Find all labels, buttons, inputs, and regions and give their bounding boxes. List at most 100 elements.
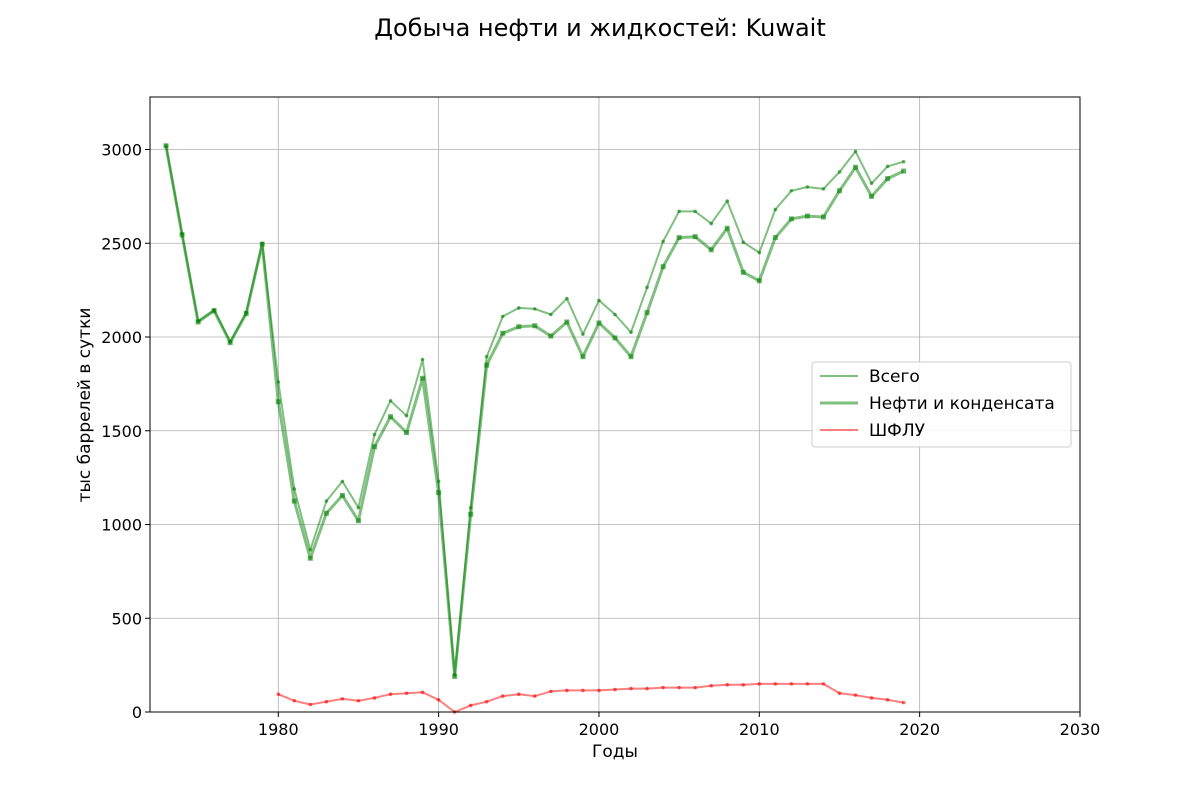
data-point (901, 159, 906, 164)
data-point (484, 362, 490, 368)
data-point (420, 690, 425, 695)
data-point (613, 687, 617, 692)
data-point (692, 234, 698, 240)
data-point (276, 692, 281, 696)
data-point (740, 269, 746, 275)
data-point (725, 199, 730, 203)
data-point (820, 214, 826, 220)
series-line (164, 145, 905, 678)
data-point (741, 240, 746, 245)
data-point (500, 330, 506, 336)
data-point (404, 430, 410, 436)
data-point (308, 702, 313, 707)
data-point (869, 696, 874, 700)
data-point (804, 213, 810, 219)
data-point (708, 247, 714, 253)
data-point (613, 312, 617, 317)
data-point (645, 285, 649, 290)
data-point (548, 333, 554, 339)
data-point (773, 207, 778, 212)
data-point (516, 324, 522, 330)
data-point (549, 312, 553, 317)
data-point (324, 499, 329, 503)
data-point (356, 505, 361, 510)
data-point (660, 264, 666, 270)
data-point (629, 330, 633, 335)
data-point (211, 308, 217, 314)
data-point (885, 164, 890, 169)
data-point (436, 490, 442, 496)
data-point (565, 296, 569, 301)
data-point (661, 685, 665, 690)
y-tick-label: 1000 (101, 516, 142, 535)
data-point (404, 413, 409, 418)
x-tick-label: 2030 (1060, 720, 1101, 739)
data-point (484, 699, 489, 704)
data-point (388, 398, 393, 403)
data-point (356, 698, 361, 703)
data-point (853, 149, 858, 154)
data-point (821, 682, 826, 686)
data-point (195, 319, 201, 325)
legend-label: ШФЛУ (869, 421, 926, 441)
data-point (661, 239, 665, 244)
data-point (580, 354, 586, 360)
data-point (805, 185, 810, 189)
data-point (484, 354, 489, 359)
data-point (757, 682, 762, 686)
data-point (821, 187, 826, 191)
data-point (468, 511, 474, 517)
data-point (532, 323, 538, 329)
data-point (644, 310, 650, 316)
data-point (581, 688, 585, 693)
data-point (628, 354, 634, 360)
y-tick-label: 3000 (101, 141, 142, 160)
data-point (789, 188, 794, 193)
y-tick-label: 1500 (101, 422, 142, 441)
y-tick-label: 2500 (101, 234, 142, 253)
data-point (725, 683, 730, 687)
data-point (340, 697, 345, 701)
data-point (339, 492, 345, 498)
data-point (612, 335, 618, 341)
data-point (307, 555, 313, 561)
plot-area (163, 143, 907, 714)
data-point (709, 683, 714, 688)
y-axis-title: тыс баррелей в сутки (75, 308, 95, 503)
data-point (772, 235, 778, 241)
data-point (324, 699, 329, 704)
data-point (533, 307, 537, 311)
data-point (901, 168, 907, 174)
y-tick-label: 2000 (101, 328, 142, 347)
data-point (773, 682, 778, 686)
data-point (500, 314, 505, 319)
data-point (355, 518, 361, 524)
data-point (597, 298, 601, 303)
data-point (757, 250, 762, 255)
data-point (869, 181, 874, 186)
x-tick-label: 1980 (258, 720, 299, 739)
x-tick-label: 2020 (899, 720, 940, 739)
data-point (596, 320, 602, 326)
data-point (259, 241, 265, 247)
legend-box (811, 361, 1072, 448)
data-point (853, 164, 859, 170)
series-line (277, 682, 904, 713)
x-axis-title: Годы (592, 742, 638, 762)
series-line (165, 145, 904, 676)
x-tick-label: 2010 (739, 720, 780, 739)
data-point (709, 221, 714, 226)
data-point (227, 340, 233, 346)
data-point (853, 693, 858, 697)
data-point (275, 399, 281, 405)
data-point (901, 700, 906, 705)
data-point (291, 498, 297, 504)
data-point (436, 698, 441, 702)
data-point (323, 510, 329, 516)
data-point (837, 170, 842, 174)
data-point (789, 682, 794, 686)
data-point (549, 689, 553, 694)
data-point (404, 691, 409, 696)
y-tick-label: 0 (132, 703, 142, 722)
